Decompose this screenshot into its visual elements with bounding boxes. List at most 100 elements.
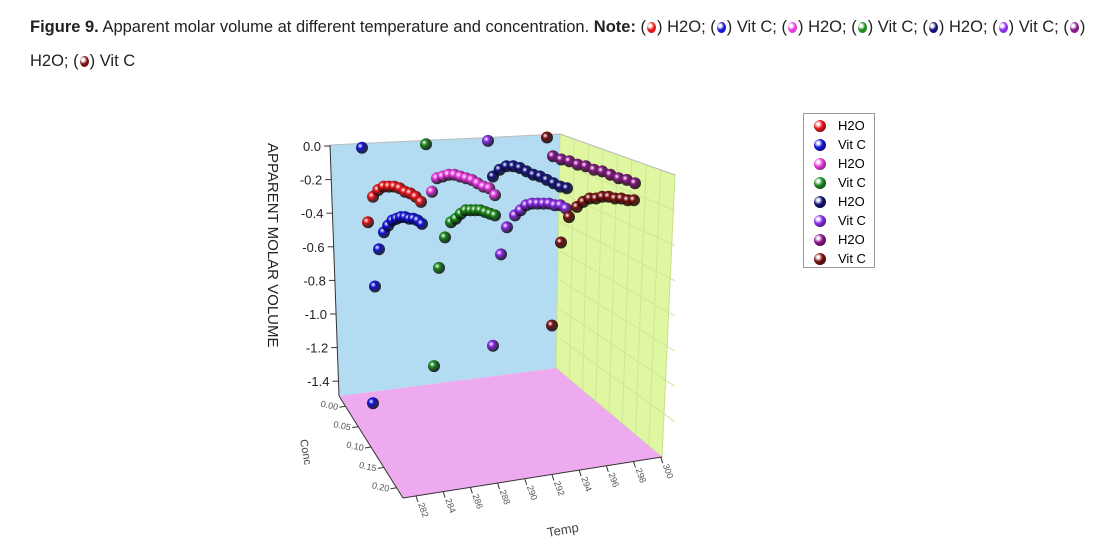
x-axis-line — [402, 456, 663, 499]
note-item: () Vit C; — [992, 18, 1059, 36]
legend-marker-icon — [814, 176, 826, 189]
series-6 — [547, 150, 641, 190]
data-point — [367, 397, 379, 410]
legend-entry: Vit C — [804, 173, 874, 192]
x-tick-label: 284 — [443, 497, 458, 515]
y-tick-label: -1.4 — [307, 374, 329, 389]
z-tick-label: 0.10 — [345, 440, 364, 453]
legend-label: H2O — [838, 194, 865, 209]
data-point — [415, 195, 427, 208]
legend-marker-icon — [814, 157, 826, 170]
data-point — [555, 236, 567, 249]
data-point — [541, 131, 553, 144]
wall-edge — [559, 133, 676, 176]
side-gridline — [559, 309, 676, 387]
series-marker-icon — [787, 22, 797, 33]
data-point — [501, 221, 513, 234]
data-point — [563, 211, 575, 224]
side-gridline — [559, 338, 676, 423]
x-tick — [524, 478, 528, 485]
note-item: () H2O; — [922, 18, 988, 36]
note-item: () H2O; — [30, 18, 1086, 70]
x-tick — [605, 465, 609, 472]
x-tick-label: 294 — [579, 475, 594, 493]
legend-label: Vit C — [838, 137, 866, 152]
data-point — [628, 194, 640, 207]
series-7 — [541, 131, 640, 332]
x-tick — [660, 457, 664, 464]
legend-entry: H2O — [804, 154, 874, 173]
legend-entry: Vit C — [804, 135, 874, 154]
figure-caption: Figure 9. Apparent molar volume at diffe… — [30, 10, 1100, 78]
x-tick-label: 288 — [498, 488, 513, 506]
legend-entry: H2O — [804, 116, 874, 135]
legend-entry: H2O — [804, 192, 874, 211]
x-tick — [578, 469, 582, 477]
series-marker-icon — [647, 22, 657, 33]
note-item: () Vit C; — [710, 18, 777, 36]
legend-entry: H2O — [804, 230, 874, 249]
note-item-text: H2O; — [949, 18, 988, 36]
note-item-text: Vit C; — [1018, 18, 1059, 36]
legend-label: H2O — [838, 156, 865, 171]
y-tick-label: -1.2 — [306, 341, 328, 356]
y-tick-label: -0.4 — [301, 206, 323, 221]
x-axis-title: Temp — [546, 520, 580, 540]
caption-text: Apparent molar volume at different tempe… — [102, 18, 590, 36]
note-items: () H2O; () Vit C; () H2O; () Vit C; () H… — [30, 18, 1085, 70]
legend-marker-icon — [814, 195, 826, 208]
series-marker-icon — [857, 22, 867, 33]
data-point — [561, 182, 573, 195]
x-tick-label: 290 — [525, 484, 540, 502]
series-0 — [362, 180, 427, 229]
series-2 — [426, 168, 501, 202]
figure-label: Figure 9. — [30, 18, 99, 36]
y-tick-label: -0.2 — [300, 173, 322, 188]
data-point — [489, 209, 501, 222]
z-tick — [377, 466, 384, 469]
z-tick-label: 0.15 — [358, 460, 377, 473]
legend-marker-icon — [814, 138, 826, 151]
data-point — [356, 141, 368, 154]
series-marker-icon — [998, 22, 1008, 33]
z-axis-title: Conc — [297, 438, 313, 466]
note-label: Note: — [593, 18, 636, 36]
x-tick — [469, 487, 473, 494]
z-tick — [339, 405, 346, 408]
data-point — [482, 134, 494, 147]
legend-label: Vit C — [838, 213, 866, 228]
wall-edge — [329, 133, 561, 146]
x-tick — [551, 474, 555, 481]
data-point — [487, 339, 499, 352]
legend-label: H2O — [838, 232, 865, 247]
y-axis-line — [329, 144, 340, 397]
data-point — [546, 319, 558, 332]
floor — [339, 368, 662, 498]
z-tick — [364, 446, 372, 449]
series-marker-icon — [716, 22, 726, 33]
z-tick — [390, 487, 397, 490]
legend-label: H2O — [838, 118, 865, 133]
data-point — [629, 177, 641, 190]
data-point — [362, 216, 374, 229]
data-point — [495, 248, 507, 261]
y-tick-label: 0.0 — [303, 139, 321, 154]
side-gridline — [559, 250, 676, 317]
back-wall — [330, 134, 560, 396]
note-item: () Vit C — [73, 52, 136, 70]
series-1 — [356, 141, 428, 410]
note-item-text: Vit C — [99, 52, 136, 70]
x-tick-label: 300 — [661, 462, 676, 480]
legend-entry: Vit C — [804, 211, 874, 230]
legend-marker-icon — [814, 233, 826, 246]
x-tick-label: 282 — [416, 501, 431, 519]
side-gridline — [568, 139, 575, 380]
legend-entry: Vit C — [804, 249, 874, 268]
side-gridline — [559, 279, 676, 352]
note-item: () Vit C; — [851, 18, 918, 36]
legend-label: Vit C — [838, 175, 866, 190]
legend: H2O Vit C H2O Vit C H2O Vit C H2O Vit C — [803, 113, 875, 268]
data-point — [433, 261, 445, 274]
series-4 — [487, 160, 573, 195]
legend-label: Vit C — [838, 251, 866, 266]
